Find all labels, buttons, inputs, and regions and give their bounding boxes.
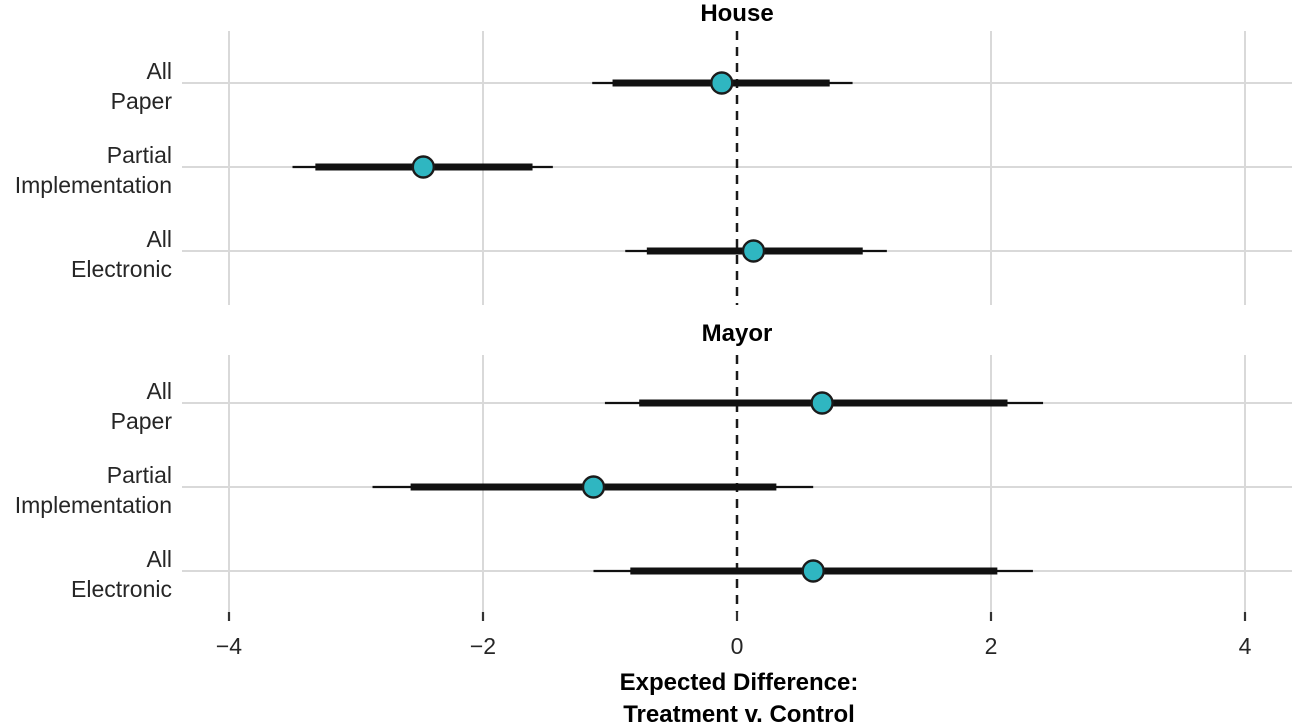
x-axis-layer: −4 −2 0 2 4 (216, 612, 1252, 659)
x-tick-label: −2 (470, 633, 496, 659)
x-axis-title-line1: Expected Difference: (620, 669, 859, 696)
x-axis-title-line2: Treatment v. Control (623, 701, 855, 728)
x-tick-label: 0 (731, 633, 744, 659)
panel-title-mayor: Mayor (702, 320, 773, 347)
point-marker (411, 155, 436, 179)
data-layer (292, 71, 1044, 583)
y-axis-label: All Paper (111, 378, 173, 434)
point-marker (810, 391, 834, 415)
y-axis-labels-layer: All Paper Partial Implementation All Electron… (15, 58, 173, 602)
y-axis-label: All Electronic (71, 546, 172, 602)
point-marker (710, 71, 734, 95)
panel-title-house: House (700, 0, 773, 27)
x-tick-label: 2 (985, 633, 998, 659)
y-axis-label: Partial Implementation (15, 142, 172, 198)
point-marker (801, 559, 825, 583)
x-tick-label: 4 (1239, 633, 1252, 659)
point-marker (741, 239, 766, 263)
point-marker (581, 475, 606, 499)
y-axis-label: All Paper (111, 58, 173, 114)
x-tick-label: −4 (216, 633, 242, 659)
y-axis-label: All Electronic (71, 226, 172, 282)
y-axis-label: Partial Implementation (15, 462, 172, 518)
